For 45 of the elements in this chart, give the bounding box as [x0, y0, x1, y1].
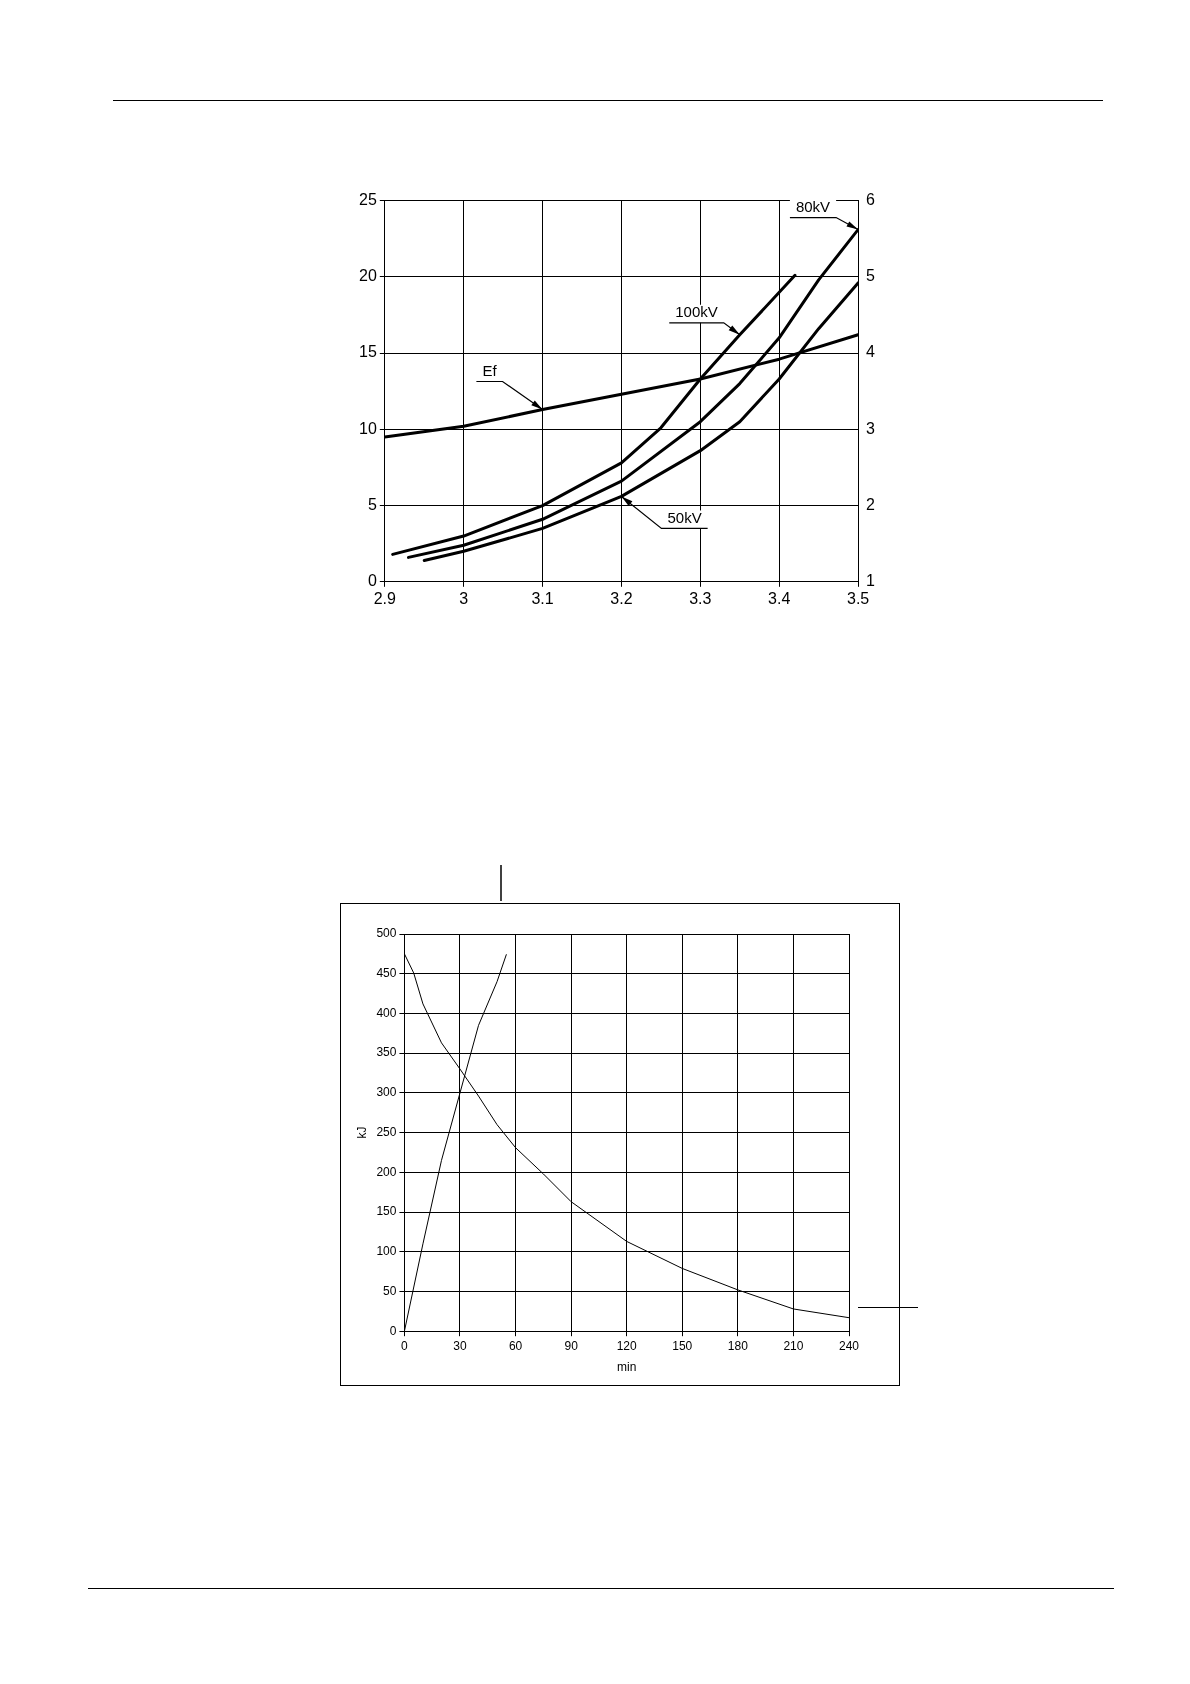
x-tick-label: 0 [401, 1338, 409, 1353]
y-tick-label: 450 [376, 966, 397, 981]
y-tick-label: 250 [376, 1124, 397, 1139]
x-tick-label: 240 [838, 1338, 860, 1353]
y-tick-label: 500 [376, 926, 397, 941]
y-tick-label: 15 [359, 343, 377, 361]
x-tick-label: 3.3 [689, 589, 712, 607]
y-tick-label: 0 [367, 572, 377, 590]
text: Ef [482, 362, 498, 380]
y-tick-label: 0 [389, 1323, 397, 1338]
y-tick-label: 350 [376, 1045, 397, 1060]
y2-tick-label: 5 [866, 267, 876, 285]
x-axis-title: min [617, 1360, 637, 1375]
x-tick-label: 3.1 [531, 589, 554, 607]
y-tick-label: 20 [359, 267, 377, 285]
y2-tick-label: 2 [866, 495, 876, 513]
text: 80kV [795, 198, 831, 216]
x-tick-label: 3.5 [846, 589, 870, 607]
y-tick-label: 200 [376, 1164, 397, 1179]
x-tick-label: 120 [616, 1338, 638, 1353]
y-tick-label: 25 [359, 191, 377, 209]
x-tick-label: 3.4 [768, 589, 791, 607]
x-tick-label: 60 [508, 1338, 523, 1353]
x-tick-label: 150 [672, 1338, 693, 1353]
y-tick-label: 150 [376, 1204, 397, 1219]
x-tick-label: 180 [727, 1338, 749, 1353]
y-tick-label: 300 [376, 1085, 397, 1100]
x-tick-label: 3 [459, 589, 469, 607]
y-tick-label: 5 [367, 495, 377, 513]
x-tick-label: 3.2 [610, 589, 633, 607]
text: 50kV [667, 509, 702, 527]
y-axis-title: kJ [354, 1126, 369, 1139]
y2-tick-label: 6 [866, 191, 876, 209]
y-tick-label: 10 [359, 419, 377, 437]
y-tick-label: 400 [376, 1005, 397, 1020]
y-tick-label: 50 [383, 1283, 397, 1298]
x-tick-label: 2.9 [373, 589, 397, 607]
x-tick-label: 90 [564, 1338, 579, 1353]
y2-tick-label: 3 [866, 419, 876, 437]
y2-tick-label: 4 [866, 343, 876, 361]
y2-tick-label: 1 [866, 572, 876, 590]
y-tick-label: 100 [376, 1244, 397, 1259]
series-label: 100kV [675, 303, 718, 321]
x-tick-label: 210 [783, 1338, 804, 1353]
x-tick-label: 30 [453, 1338, 467, 1353]
